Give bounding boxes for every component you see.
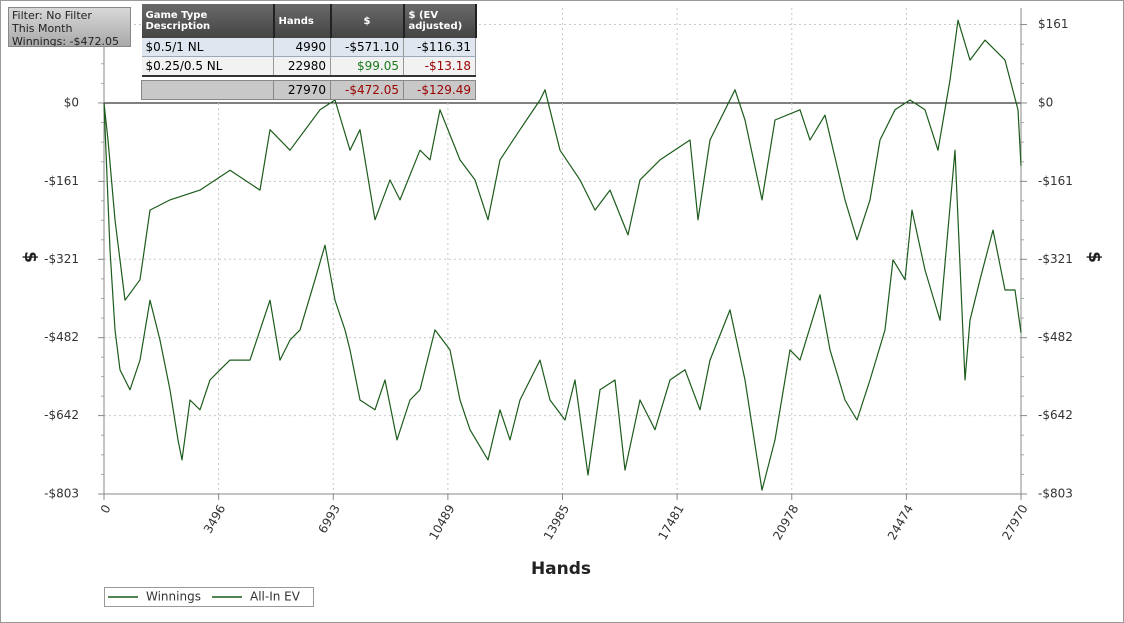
cell: -$13.18 bbox=[403, 56, 476, 77]
total-row: 27970 -$472.05 -$129.49 bbox=[141, 80, 476, 100]
cell: 27970 bbox=[273, 80, 331, 100]
y2-axis-label: $ bbox=[1084, 251, 1104, 263]
legend-box bbox=[104, 587, 314, 607]
y2-tick-label: -$482 bbox=[1038, 330, 1073, 344]
column-header: $ (EV adjusted) bbox=[403, 4, 477, 38]
y-tick-label: $0 bbox=[64, 95, 79, 109]
y-tick-label: -$321 bbox=[44, 252, 79, 266]
y2-tick-label: $0 bbox=[1038, 95, 1053, 109]
spacer bbox=[141, 76, 476, 81]
y-axis-label: $ bbox=[20, 251, 40, 263]
x-axis-label: Hands bbox=[531, 559, 591, 579]
legend-label: All-In EV bbox=[250, 590, 301, 604]
cell: -$116.31 bbox=[403, 38, 476, 57]
spacer-row bbox=[141, 76, 476, 81]
y-tick-label: -$803 bbox=[44, 487, 79, 501]
column-header: Hands bbox=[273, 4, 332, 38]
cell: -$472.05 bbox=[330, 80, 404, 100]
y-tick-label: -$642 bbox=[44, 408, 79, 422]
table-row: $0.5/1 NL 4990 -$571.10 -$116.31 bbox=[141, 38, 476, 57]
cell: $0.25/0.5 NL bbox=[141, 56, 274, 77]
y2-tick-label: -$321 bbox=[1038, 252, 1073, 266]
cell: $99.05 bbox=[330, 56, 404, 77]
cell: 22980 bbox=[273, 56, 331, 77]
y2-tick-label: -$803 bbox=[1038, 487, 1073, 501]
filter-line: Filter: No Filter bbox=[12, 9, 92, 22]
filter-line: Winnings: -$472.05 bbox=[12, 35, 120, 47]
y2-tick-label: -$161 bbox=[1038, 174, 1073, 188]
series-line bbox=[103, 102, 1022, 491]
column-header: Game Type Description bbox=[141, 4, 275, 38]
cell: $0.5/1 NL bbox=[141, 38, 274, 57]
filter-line: This Month bbox=[12, 22, 73, 35]
y-tick-label: -$482 bbox=[44, 330, 79, 344]
table-row: $0.25/0.5 NL 22980 $99.05 -$13.18 bbox=[141, 56, 476, 77]
y-tick-label: -$161 bbox=[44, 174, 79, 188]
header-row: Game Type Description Hands $ $ (EV adju… bbox=[141, 4, 477, 38]
filter-box: Filter: No Filter This Month Winnings: -… bbox=[8, 7, 131, 47]
series-line bbox=[103, 19, 1022, 301]
cell: 4990 bbox=[273, 38, 331, 57]
summary-table: Game Type Description Hands $ $ (EV adju… bbox=[141, 4, 477, 100]
cell bbox=[141, 80, 274, 100]
legend-label: Winnings bbox=[146, 590, 201, 604]
y2-tick-label: $161 bbox=[1038, 17, 1069, 31]
y2-tick-label: -$642 bbox=[1038, 408, 1073, 422]
column-header: $ bbox=[330, 4, 405, 38]
cell: -$571.10 bbox=[330, 38, 404, 57]
cell: -$129.49 bbox=[403, 80, 476, 100]
